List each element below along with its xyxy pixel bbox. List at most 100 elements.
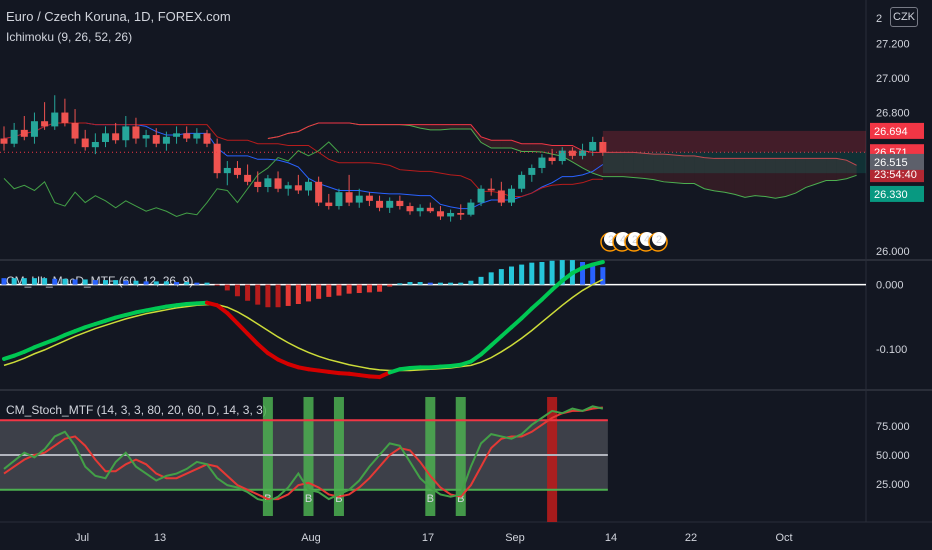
price-axis-label: 26.800	[876, 108, 910, 120]
macd-histogram-bar	[316, 284, 322, 299]
macd-histogram-bar	[478, 276, 484, 285]
macd-histogram-bar	[397, 283, 403, 285]
ichimoku-cloud	[765, 158, 776, 199]
candle	[91, 133, 99, 155]
macd-line-segment	[499, 325, 514, 339]
candle-body	[599, 141, 607, 153]
macd-histogram-bar	[184, 282, 190, 285]
ichimoku-cloud	[633, 152, 644, 179]
candle-body	[528, 167, 536, 175]
candle	[264, 174, 272, 193]
candle	[102, 126, 109, 148]
macd-histogram-bar	[427, 282, 433, 285]
candle-body	[213, 143, 221, 174]
macd-line-segment	[245, 331, 260, 347]
macd-line-segment	[560, 270, 575, 283]
candle	[274, 171, 282, 193]
price-tag-label: 26.694	[874, 126, 908, 138]
time-axis-label: Oct	[775, 532, 792, 544]
ichimoku-cloud	[582, 150, 593, 174]
candle	[0, 126, 8, 151]
stoch-axis-label: 25.000	[876, 479, 910, 491]
ichimoku-cloud	[623, 152, 634, 178]
candle-body	[51, 112, 59, 127]
ichimoku-cloud	[613, 152, 624, 177]
ichimoku-cloud	[805, 158, 816, 188]
macd-line-segment	[550, 278, 565, 292]
position-profit-zone	[602, 152, 866, 174]
macd-histogram-bar	[194, 282, 200, 285]
candle	[376, 195, 384, 212]
macd-histogram-bar	[590, 264, 596, 285]
macd-histogram-bar	[448, 282, 454, 285]
candle	[599, 136, 607, 156]
macd-histogram-bar	[265, 284, 271, 308]
macd-histogram-bar	[11, 278, 17, 285]
macd-histogram-bar	[214, 284, 220, 286]
stoch-buy-band	[262, 397, 273, 516]
candle	[41, 102, 49, 130]
candle	[477, 185, 485, 207]
candle-body	[518, 174, 526, 189]
macd-histogram-bar	[123, 280, 129, 285]
macd-histogram-bar	[539, 262, 545, 285]
candle-body	[396, 200, 404, 207]
candle-body	[386, 200, 394, 208]
candle	[568, 147, 576, 160]
macd-histogram-bar	[275, 284, 281, 308]
price-tag-label: 26.330	[874, 189, 908, 201]
ichimoku-cloud	[501, 140, 512, 149]
ichimoku-cloud	[450, 124, 461, 129]
macd-histogram-bar	[458, 282, 464, 285]
candle	[244, 164, 252, 186]
macd-histogram-bar	[306, 284, 311, 302]
ichimoku-lagging-span	[3, 141, 340, 217]
ichimoku-cloud	[460, 124, 471, 129]
candle-body	[447, 212, 455, 217]
ichimoku-cloud	[643, 153, 654, 180]
ichimoku-cloud	[653, 154, 664, 182]
stoch-buy-band	[425, 397, 436, 516]
ichimoku-cloud	[430, 124, 441, 130]
candle-body	[264, 178, 272, 188]
macd-axis-label: -0.100	[876, 344, 907, 356]
stoch-axis-label: 75.000	[876, 421, 910, 433]
event-marker-icon	[652, 232, 666, 246]
chart-title: Euro / Czech Koruna, 1D, FOREX.com	[6, 9, 231, 24]
price-tag-label: 26.515	[874, 157, 908, 169]
candle	[558, 147, 566, 165]
macd-histogram-bar	[174, 282, 180, 285]
macd-histogram-bar	[366, 284, 372, 293]
candle-body	[376, 200, 384, 208]
candle-body	[294, 185, 302, 191]
ichimoku-cloud	[663, 154, 674, 183]
ichimoku-cloud	[440, 124, 451, 130]
candle-body	[41, 121, 49, 127]
ichimoku-cloud	[694, 155, 705, 189]
candle-body	[71, 122, 79, 139]
candle	[51, 95, 59, 130]
macd-histogram-bar	[224, 284, 230, 291]
macd-histogram-bar	[234, 284, 240, 297]
ichimoku-legend[interactable]: Ichimoku (9, 26, 52, 26)	[6, 30, 133, 44]
stoch-legend[interactable]: CM_Stoch_MTF (14, 3, 3, 80, 20, 60, D, 1…	[6, 403, 267, 417]
candle	[233, 161, 241, 179]
candle	[203, 129, 211, 148]
macd-histogram-bar	[498, 269, 504, 285]
macd-line-segment	[235, 321, 250, 336]
currency-button[interactable]: CZK	[890, 7, 918, 27]
candle	[173, 126, 181, 144]
candle	[254, 171, 262, 193]
candle	[538, 154, 546, 174]
macd-histogram-bar	[72, 279, 78, 285]
ichimoku-cloud	[785, 158, 796, 197]
ichimoku-cloud	[592, 152, 603, 177]
price-tag-label: 23:54:40	[874, 169, 917, 181]
candle-body	[274, 178, 282, 189]
macd-histogram-bar	[153, 281, 159, 285]
macd-histogram-bar	[133, 280, 139, 285]
price-axis-label: 27.000	[876, 73, 910, 85]
candle	[335, 188, 343, 210]
time-axis-label: Jul	[75, 532, 89, 544]
